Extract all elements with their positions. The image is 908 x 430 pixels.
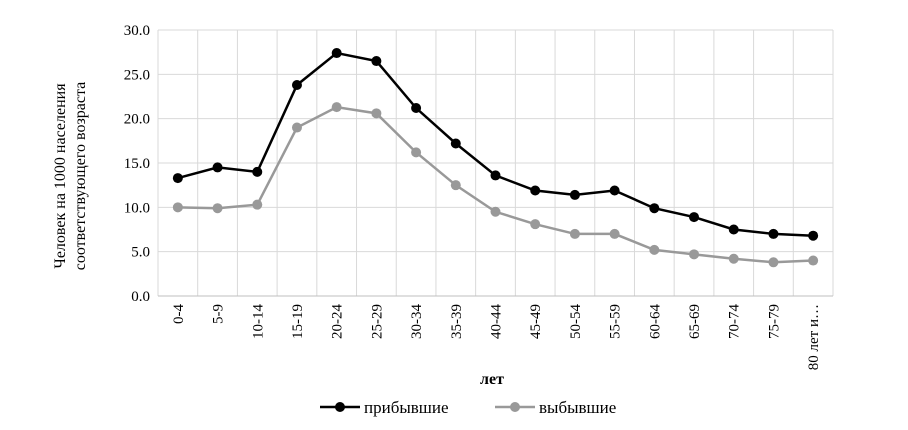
y-tick-label: 5.0	[131, 245, 150, 261]
data-point	[371, 108, 382, 119]
x-tick-label: 10-14	[250, 304, 266, 339]
data-point	[411, 147, 422, 158]
x-tick-label: 45-49	[528, 304, 544, 339]
x-tick-label: 0-4	[171, 304, 187, 324]
data-point	[331, 102, 342, 113]
y-axis-title-line-1: Человек на 1000 населения	[52, 83, 69, 269]
x-tick-label: 25-29	[369, 304, 385, 339]
y-tick-label: 30.0	[124, 23, 150, 39]
x-tick-label: 50-54	[568, 304, 584, 339]
data-point	[689, 212, 700, 223]
x-tick-label: 15-19	[290, 304, 306, 339]
y-tick-label: 0.0	[131, 289, 150, 305]
x-tick-label: 65-69	[687, 304, 703, 339]
data-point	[252, 166, 263, 177]
data-point	[728, 253, 739, 264]
data-point	[649, 203, 660, 214]
series-line	[177, 105, 814, 264]
series-lines	[172, 48, 819, 268]
data-point	[649, 244, 660, 255]
y-axis-title-line-2: соответствующего возраста	[72, 82, 89, 271]
data-point	[490, 170, 501, 181]
y-tick-label: 20.0	[124, 112, 150, 128]
x-tick-label: 60-64	[647, 304, 663, 339]
x-tick-label: 75-79	[766, 304, 782, 339]
data-point	[569, 189, 580, 200]
gridlines	[157, 29, 834, 297]
data-point	[331, 48, 342, 59]
data-point	[768, 228, 779, 239]
x-tick-label: 35-39	[449, 304, 465, 339]
data-point	[609, 185, 620, 196]
data-point	[212, 203, 223, 214]
data-point	[450, 138, 461, 149]
data-point	[808, 230, 819, 241]
data-point	[371, 56, 382, 67]
legend-label: выбывшие	[539, 398, 616, 417]
legend-marker	[510, 402, 520, 412]
x-tick-label: 30-34	[409, 304, 425, 339]
data-point	[689, 249, 700, 260]
y-tick-labels: 0.0 5.0 10.0 15.0 20.0 25.0 30.0	[124, 23, 150, 305]
data-point	[212, 162, 223, 173]
x-tick-label: 40-44	[489, 304, 505, 339]
data-point	[411, 103, 422, 114]
x-tick-label: 5-9	[211, 304, 227, 324]
data-point	[291, 79, 302, 90]
x-tick-label: 55-59	[608, 304, 624, 339]
data-point	[530, 219, 541, 230]
data-point	[172, 202, 183, 213]
data-point	[728, 224, 739, 235]
y-tick-label: 15.0	[124, 156, 150, 172]
data-point	[768, 257, 779, 268]
legend-label: прибывшие	[364, 398, 449, 417]
x-axis-title: лет	[480, 371, 504, 388]
data-point	[609, 228, 620, 239]
x-tick-labels: 0-4 5-9 10-14 15-19 20-24 25-29 30-34 35-39 40-4…	[171, 304, 822, 371]
x-tick-label: 70-74	[727, 304, 743, 339]
data-point	[808, 255, 819, 266]
data-point	[530, 185, 541, 196]
legend: прибывшие выбывшие	[320, 398, 616, 417]
x-tick-label: 20-24	[330, 304, 346, 339]
data-point	[450, 180, 461, 191]
x-tick-label: 80 лет и…	[806, 304, 822, 370]
legend-marker	[335, 402, 345, 412]
data-point	[490, 206, 501, 217]
y-tick-label: 10.0	[124, 200, 150, 216]
data-point	[252, 199, 263, 210]
data-point	[291, 122, 302, 133]
data-point	[172, 173, 183, 184]
data-point	[569, 228, 580, 239]
y-tick-label: 25.0	[124, 67, 150, 83]
